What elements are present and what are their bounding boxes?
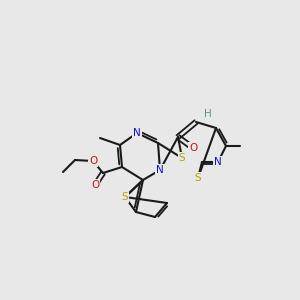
Text: H: H [204,109,212,119]
Text: O: O [189,143,197,153]
Text: N: N [133,128,141,138]
Text: O: O [91,180,99,190]
Text: O: O [89,156,97,166]
Text: S: S [195,173,201,183]
Text: N: N [156,165,164,175]
Text: S: S [179,153,185,163]
Text: N: N [214,157,222,167]
Text: S: S [122,192,128,202]
